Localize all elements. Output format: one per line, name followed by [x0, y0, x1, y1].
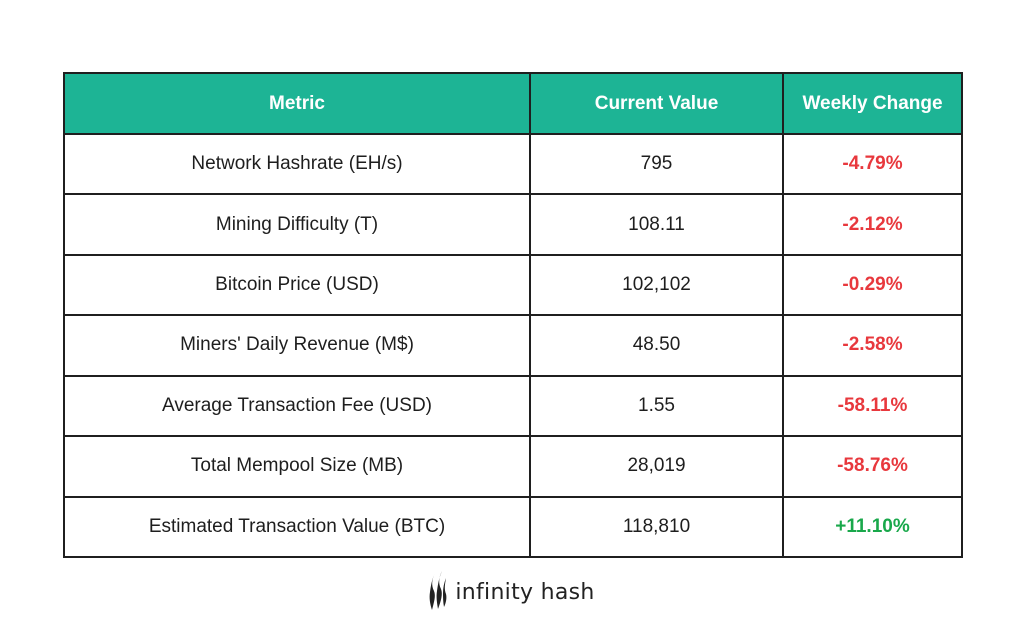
metrics-table: Metric Current Value Weekly Change Netwo… — [63, 72, 963, 559]
weekly-change-cell: +11.10% — [782, 495, 963, 559]
weekly-change-cell: -58.76% — [782, 435, 963, 498]
table-row: Average Transaction Fee (USD) 1.55 -58.1… — [63, 374, 963, 438]
brand-logo: infinity hash — [0, 569, 1024, 615]
header-current-value: Current Value — [529, 72, 784, 135]
current-value-cell: 118,810 — [529, 495, 784, 559]
table-row: Mining Difficulty (T) 108.11 -2.12% — [63, 193, 963, 256]
weekly-change-cell: -0.29% — [782, 253, 963, 317]
metric-cell: Network Hashrate (EH/s) — [63, 132, 531, 196]
table-header: Metric Current Value Weekly Change — [63, 72, 963, 135]
weekly-change-cell: -58.11% — [782, 374, 963, 438]
weekly-change-cell: -2.58% — [782, 314, 963, 377]
current-value-cell: 48.50 — [529, 314, 784, 377]
metric-cell: Bitcoin Price (USD) — [63, 253, 531, 317]
current-value-cell: 28,019 — [529, 435, 784, 498]
current-value-cell: 795 — [529, 132, 784, 196]
header-weekly-change: Weekly Change — [782, 72, 963, 135]
table-row: Total Mempool Size (MB) 28,019 -58.76% — [63, 435, 963, 498]
metric-cell: Total Mempool Size (MB) — [63, 435, 531, 498]
weekly-change-cell: -4.79% — [782, 132, 963, 196]
weekly-change-cell: -2.12% — [782, 193, 963, 256]
infinity-hash-flame-icon — [429, 571, 447, 610]
current-value-cell: 1.55 — [529, 374, 784, 438]
brand-name: infinity hash — [455, 579, 595, 605]
metric-cell: Mining Difficulty (T) — [63, 193, 531, 256]
table-body: Network Hashrate (EH/s) 795 -4.79% Minin… — [63, 132, 963, 559]
metric-cell: Miners' Daily Revenue (M$) — [63, 314, 531, 377]
metric-cell: Estimated Transaction Value (BTC) — [63, 495, 531, 559]
current-value-cell: 108.11 — [529, 193, 784, 256]
header-row: Metric Current Value Weekly Change — [63, 72, 963, 135]
table-row: Bitcoin Price (USD) 102,102 -0.29% — [63, 253, 963, 317]
metric-cell: Average Transaction Fee (USD) — [63, 374, 531, 438]
table-row: Estimated Transaction Value (BTC) 118,81… — [63, 495, 963, 559]
header-metric: Metric — [63, 72, 531, 135]
current-value-cell: 102,102 — [529, 253, 784, 317]
table-row: Network Hashrate (EH/s) 795 -4.79% — [63, 132, 963, 196]
table-row: Miners' Daily Revenue (M$) 48.50 -2.58% — [63, 314, 963, 377]
